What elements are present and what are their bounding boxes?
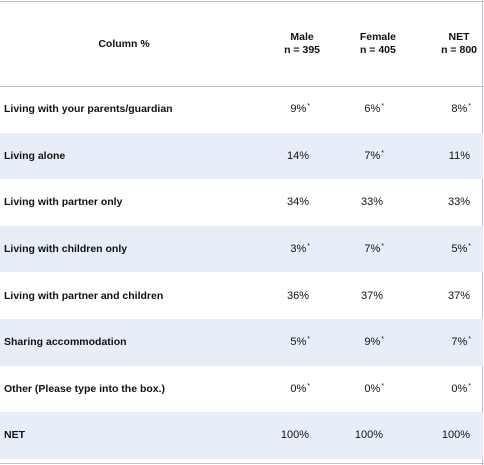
column-header-female: Female n = 405 bbox=[326, 2, 402, 86]
cell-percent: 5% bbox=[451, 243, 468, 256]
row-label: Living with children only bbox=[0, 225, 230, 273]
column-name: Female bbox=[359, 31, 396, 43]
row-label: Other (Please type into the box.) bbox=[4, 382, 166, 395]
cell-percent: 37% bbox=[447, 289, 470, 302]
cell-value: 9%* bbox=[230, 86, 326, 133]
cell-percent: 33% bbox=[447, 196, 470, 209]
significance-marker: * bbox=[468, 382, 471, 390]
cell-value: 37% bbox=[402, 272, 483, 319]
top-rule bbox=[0, 1, 484, 2]
cell-percent: 0% bbox=[451, 382, 468, 395]
cell-percent: 0% bbox=[290, 382, 307, 395]
bottom-rule bbox=[0, 463, 484, 464]
significance-marker: * bbox=[381, 103, 384, 111]
cell-value: 6%* bbox=[326, 86, 402, 133]
table-row: Living with your parents/guardian 9%* 6%* 8… bbox=[0, 86, 483, 133]
cell-value: 9%* bbox=[326, 318, 402, 366]
cell-value: 0%* bbox=[326, 366, 402, 413]
cell-value: 14% bbox=[230, 132, 326, 180]
cell-value: 7%* bbox=[326, 132, 402, 180]
column-name: NET bbox=[448, 31, 470, 43]
cell-percent: 7% bbox=[451, 336, 468, 349]
cell-value: 33% bbox=[326, 179, 402, 226]
cell-percent: 33% bbox=[360, 196, 383, 209]
significance-marker: * bbox=[381, 243, 384, 251]
cell-percent: 14% bbox=[286, 149, 309, 162]
header-rule bbox=[0, 86, 484, 87]
significance-marker: * bbox=[307, 243, 310, 251]
cell-percent: 9% bbox=[364, 336, 381, 349]
row-label: Living with partner and children bbox=[4, 289, 164, 302]
header-row: Column % Male n = 395 Female n = 405 NET bbox=[0, 2, 483, 86]
cell-percent: 37% bbox=[360, 289, 383, 302]
cell-value: 37% bbox=[326, 272, 402, 319]
cell-value: 36% bbox=[230, 272, 326, 319]
cell-percent: 100% bbox=[280, 429, 309, 442]
row-label: Living alone bbox=[0, 132, 230, 180]
row-label: Living with your parents/guardian bbox=[4, 103, 173, 116]
column-n: n = 405 bbox=[359, 44, 396, 56]
cell-value: 34% bbox=[230, 179, 326, 226]
table-row: Living with children only 3%* 7%* 5%* bbox=[0, 225, 483, 273]
cell-value: 33% bbox=[402, 179, 483, 226]
significance-marker: * bbox=[381, 149, 384, 157]
cell-percent: 11% bbox=[448, 149, 470, 162]
cell-value: 100% bbox=[326, 412, 402, 459]
cell-value: 100% bbox=[230, 412, 326, 459]
table-row: Living alone 14% 7%* 11% bbox=[0, 132, 483, 180]
cell-percent: 7% bbox=[364, 149, 381, 162]
cell-percent: 3% bbox=[290, 243, 307, 256]
cell-value: 8%* bbox=[402, 86, 483, 133]
cell-value: 7%* bbox=[402, 318, 483, 366]
cell-value: 7%* bbox=[326, 225, 402, 273]
table-row: Sharing accommodation 5%* 9%* 7%* bbox=[0, 318, 483, 366]
significance-marker: * bbox=[307, 382, 310, 390]
cell-value: 5%* bbox=[230, 318, 326, 366]
table-row: Other (Please type into the box.) 0%* 0%* 0… bbox=[0, 366, 483, 413]
cell-percent: 8% bbox=[451, 103, 468, 116]
cell-percent: 7% bbox=[364, 243, 381, 256]
column-header-male: Male n = 395 bbox=[230, 2, 326, 86]
cell-percent: 36% bbox=[286, 289, 309, 302]
row-label: NET bbox=[0, 412, 230, 459]
row-label: Sharing accommodation bbox=[0, 318, 230, 366]
cell-percent: 9% bbox=[290, 103, 307, 116]
column-name: Male bbox=[290, 31, 314, 43]
table-row: NET 100% 100% 100% bbox=[0, 412, 483, 459]
significance-marker: * bbox=[468, 243, 471, 251]
table-row: Living with partner and children 36% 37% 37… bbox=[0, 272, 483, 319]
significance-marker: * bbox=[307, 103, 310, 111]
cell-percent: 5% bbox=[290, 336, 307, 349]
cell-value: 0%* bbox=[230, 366, 326, 413]
significance-marker: * bbox=[468, 103, 471, 111]
cell-value: 3%* bbox=[230, 225, 326, 273]
row-label: Living with partner only bbox=[4, 196, 123, 209]
cell-percent: 100% bbox=[354, 429, 383, 442]
significance-marker: * bbox=[381, 336, 384, 344]
column-n: n = 395 bbox=[284, 44, 320, 56]
column-percent-header: Column % bbox=[98, 37, 150, 50]
cell-value: 100% bbox=[402, 412, 483, 459]
cell-percent: 0% bbox=[364, 382, 381, 395]
cell-percent: 6% bbox=[364, 103, 381, 116]
significance-marker: * bbox=[381, 382, 384, 390]
significance-marker: * bbox=[468, 336, 471, 344]
table-row: Living with partner only 34% 33% 33% bbox=[0, 179, 483, 226]
cell-value: 5%* bbox=[402, 225, 483, 273]
cell-percent: 100% bbox=[441, 429, 470, 442]
cell-percent: 34% bbox=[286, 196, 309, 209]
cell-value: 0%* bbox=[402, 366, 483, 413]
column-n: n = 800 bbox=[441, 44, 477, 56]
column-header-net: NET n = 800 bbox=[402, 2, 483, 86]
significance-marker: * bbox=[307, 336, 310, 344]
table-body: Living with your parents/guardian 9%* 6%* 8… bbox=[0, 86, 483, 459]
cell-value: 11% bbox=[402, 132, 483, 180]
